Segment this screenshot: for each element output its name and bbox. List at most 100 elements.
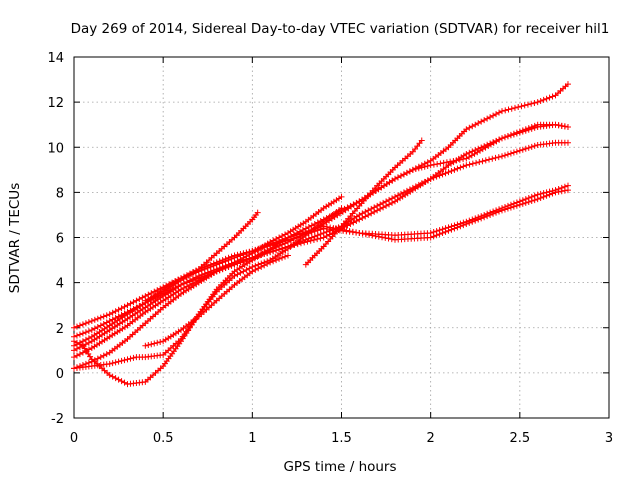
plus-marker <box>496 136 503 143</box>
plus-marker <box>130 299 137 306</box>
plus-marker <box>552 121 559 128</box>
plus-marker <box>76 322 83 329</box>
plus-marker <box>492 154 499 161</box>
plus-marker <box>445 169 452 176</box>
plus-marker <box>525 198 532 205</box>
plus-marker <box>475 216 482 223</box>
plus-marker <box>540 96 547 103</box>
plus-marker <box>531 99 538 106</box>
plus-marker <box>451 225 458 232</box>
plus-marker <box>440 159 447 166</box>
plus-marker <box>121 379 128 386</box>
plus-marker <box>73 345 80 352</box>
plus-marker <box>382 234 389 241</box>
plus-marker <box>499 135 505 142</box>
plus-marker <box>430 233 437 240</box>
plus-marker <box>71 347 77 354</box>
plus-marker <box>510 130 517 137</box>
plus-marker <box>507 150 514 157</box>
plus-marker <box>499 153 505 160</box>
plus-marker <box>522 145 529 152</box>
y-tick-label: 6 <box>56 232 64 247</box>
plus-marker <box>201 272 208 279</box>
plus-marker <box>346 228 353 235</box>
plus-marker <box>133 297 140 304</box>
plus-marker <box>71 333 77 340</box>
plus-marker <box>528 100 535 107</box>
plus-marker <box>301 239 308 246</box>
plus-marker <box>310 236 317 243</box>
plus-marker <box>267 259 274 266</box>
plus-marker <box>85 328 92 335</box>
plus-marker <box>501 134 508 141</box>
plus-marker <box>513 129 520 136</box>
plus-marker <box>472 217 479 224</box>
plus-marker <box>487 114 494 121</box>
plus-marker <box>380 204 387 211</box>
plus-marker <box>478 118 485 125</box>
plus-marker <box>439 229 446 236</box>
plus-marker <box>552 189 559 196</box>
plus-marker <box>531 142 538 149</box>
y-tick-label: 12 <box>47 96 64 111</box>
plus-marker <box>118 378 125 385</box>
plus-marker <box>424 159 431 166</box>
plus-marker <box>76 351 83 358</box>
plus-marker <box>521 102 528 109</box>
plus-marker <box>79 330 86 337</box>
plus-marker <box>368 210 375 217</box>
plus-marker <box>466 153 473 160</box>
plus-marker <box>445 227 452 234</box>
plus-marker <box>448 226 455 233</box>
plus-marker <box>451 166 458 173</box>
plus-marker <box>124 302 131 309</box>
plus-marker <box>385 235 392 242</box>
plus-marker <box>479 158 486 165</box>
plus-marker <box>543 95 550 102</box>
plus-marker <box>88 317 95 324</box>
plus-marker <box>124 356 131 363</box>
plus-marker <box>279 254 286 261</box>
plus-marker <box>436 231 443 238</box>
x-axis-label: GPS time / hours <box>283 459 396 475</box>
plus-marker <box>484 213 491 220</box>
plus-marker <box>109 309 116 316</box>
plus-marker <box>427 234 434 241</box>
plus-marker <box>518 103 525 110</box>
plus-marker <box>522 126 529 133</box>
plus-marker <box>549 93 556 100</box>
plus-marker <box>534 99 541 106</box>
plus-marker <box>454 224 461 231</box>
y-tick-label: 10 <box>47 141 64 156</box>
plus-marker <box>525 144 532 151</box>
plus-marker <box>379 234 386 241</box>
plus-marker <box>383 202 390 209</box>
plus-marker <box>343 227 350 234</box>
plus-marker <box>504 151 511 158</box>
plus-marker <box>394 174 401 181</box>
plus-marker <box>448 167 455 174</box>
x-tick-label: 1 <box>248 431 256 446</box>
plus-marker <box>73 323 80 330</box>
plus-marker <box>511 104 518 111</box>
plus-marker <box>145 342 152 349</box>
plus-marker <box>482 157 489 164</box>
plus-marker <box>97 322 104 329</box>
plus-marker <box>510 203 517 210</box>
plus-marker <box>282 231 289 238</box>
plus-marker <box>127 355 134 362</box>
plus-marker <box>136 296 143 303</box>
plus-marker <box>109 373 116 380</box>
plus-marker <box>456 156 463 163</box>
plus-marker <box>469 218 476 225</box>
plus-marker <box>103 319 110 326</box>
plus-marker <box>71 324 77 331</box>
plus-marker <box>540 193 547 200</box>
plus-marker <box>403 169 410 176</box>
plus-marker <box>372 233 379 240</box>
plus-marker <box>561 187 568 194</box>
plus-marker <box>447 158 454 165</box>
plus-marker <box>418 137 425 144</box>
y-tick-label: 4 <box>56 277 64 292</box>
